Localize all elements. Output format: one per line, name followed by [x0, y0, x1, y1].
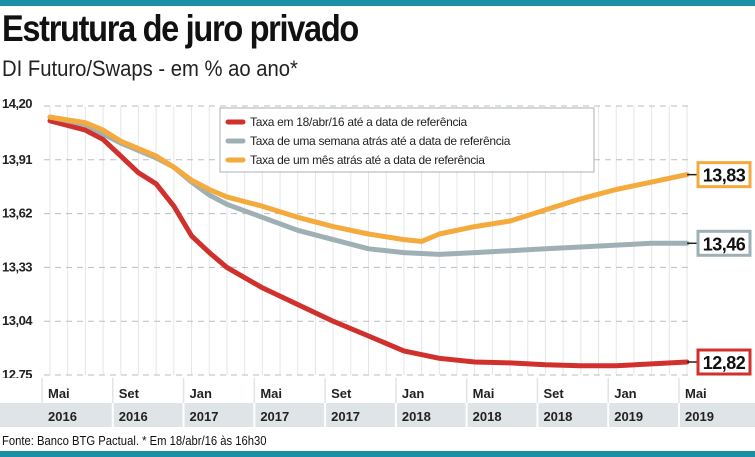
- x-tick-month: Jan: [614, 386, 636, 401]
- x-axis-month-band: [0, 378, 755, 403]
- end-label-value: 12,82: [703, 353, 746, 373]
- y-tick-label: 13,91: [2, 152, 32, 167]
- y-tick-label: 13,33: [2, 259, 32, 274]
- x-tick-month: Set: [543, 386, 564, 401]
- end-label-box: [696, 229, 752, 257]
- series-line-1: [47, 118, 690, 369]
- x-tick-year: 2017: [190, 409, 219, 424]
- chart-title: Estrutura de juro privado: [2, 8, 359, 49]
- y-tick-label: 13,62: [2, 206, 32, 221]
- legend-label: Taxa de um mês atrás até a data de refer…: [250, 153, 485, 167]
- x-tick-year: 2019: [614, 409, 643, 424]
- x-tick-month: Mai: [473, 386, 495, 401]
- series-line-3: [47, 114, 690, 244]
- y-tick-label: 13,04: [2, 313, 33, 328]
- x-tick-year: 2016: [48, 409, 77, 424]
- x-tick-month: Set: [331, 386, 352, 401]
- x-tick-year: 2018: [543, 409, 572, 424]
- end-label-box: [696, 348, 752, 376]
- x-tick-month: Set: [119, 386, 140, 401]
- chart-subtitle: DI Futuro/Swaps - em % ao ano*: [2, 56, 298, 81]
- legend-label: Taxa em 18/abr/16 até a data de referênc…: [250, 115, 468, 129]
- end-label-box: [696, 161, 752, 189]
- x-tick-year: 2016: [119, 409, 148, 424]
- x-tick-month: Jan: [402, 386, 424, 401]
- legend-box: [219, 107, 595, 173]
- x-tick-month: Jan: [190, 386, 212, 401]
- x-tick-month: Mai: [48, 386, 70, 401]
- x-tick-month: Mai: [260, 386, 282, 401]
- x-axis-year-band: [0, 403, 755, 427]
- x-tick-year: 2017: [331, 409, 360, 424]
- end-label-value: 13,46: [703, 234, 746, 254]
- source-note: Fonte: Banco BTG Pactual. * Em 18/abr/16…: [2, 434, 267, 448]
- bottom-accent-bar: [0, 451, 755, 457]
- y-tick-label: 14,20: [2, 96, 32, 111]
- x-tick-year: 2018: [402, 409, 431, 424]
- x-tick-month: Mai: [685, 386, 707, 401]
- x-tick-year: 2017: [260, 409, 289, 424]
- top-accent-bar: [0, 0, 755, 6]
- x-tick-year: 2018: [473, 409, 502, 424]
- legend-label: Taxa de uma semana atrás até a data de r…: [250, 134, 511, 148]
- end-label-value: 13,83: [703, 166, 746, 186]
- x-tick-year: 2019: [685, 409, 714, 424]
